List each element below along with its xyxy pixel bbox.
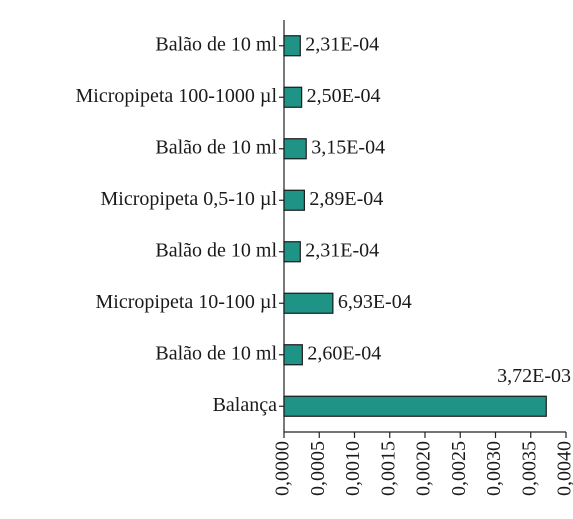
- bar: [283, 86, 303, 108]
- bar: [283, 138, 307, 160]
- value-label: 3,72E-03: [497, 365, 571, 387]
- y-tick-label: Micropipeta 10-100 µl: [96, 291, 278, 313]
- bar: [283, 344, 303, 366]
- x-tick-label: 0,0020: [413, 441, 435, 496]
- y-tick-label: Micropipeta 0,5-10 µl: [101, 188, 278, 210]
- bar: [283, 292, 334, 314]
- x-tick-label: 0,0035: [518, 441, 540, 496]
- x-tick-label: 0,0010: [342, 441, 364, 496]
- y-tick-label: Balão de 10 ml: [155, 33, 277, 55]
- x-tick-label: 0,0005: [307, 441, 329, 496]
- value-label: 2,31E-04: [305, 33, 379, 55]
- value-label: 3,15E-04: [311, 136, 385, 158]
- y-tick-label: Balança: [213, 394, 278, 416]
- x-tick-label: 0,0000: [272, 441, 294, 496]
- y-tick-label: Balão de 10 ml: [155, 239, 277, 261]
- bar: [283, 241, 301, 263]
- value-label: 6,93E-04: [338, 291, 412, 313]
- x-tick-label: 0,0040: [554, 441, 573, 496]
- x-tick-label: 0,0030: [483, 441, 505, 496]
- bar: [283, 189, 305, 211]
- x-tick-label: 0,0015: [377, 441, 399, 496]
- y-tick-label: Balão de 10 ml: [155, 136, 277, 158]
- bar: [283, 35, 301, 57]
- bar: [283, 395, 547, 417]
- value-label: 2,60E-04: [307, 342, 381, 364]
- value-label: 2,89E-04: [309, 188, 383, 210]
- y-tick-label: Micropipeta 100-1000 µl: [76, 85, 278, 107]
- value-label: 2,50E-04: [307, 85, 381, 107]
- value-label: 2,31E-04: [305, 239, 379, 261]
- x-tick-label: 0,0025: [448, 441, 470, 496]
- y-tick-label: Balão de 10 ml: [155, 342, 277, 364]
